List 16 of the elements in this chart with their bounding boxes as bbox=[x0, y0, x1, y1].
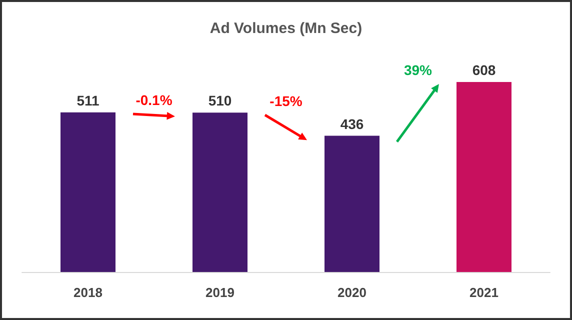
x-tick-label: 2020 bbox=[338, 285, 366, 300]
x-tick-label: 2018 bbox=[74, 285, 102, 300]
bar bbox=[324, 136, 380, 272]
text: 39% bbox=[404, 62, 432, 78]
data-label: 436 bbox=[340, 116, 364, 132]
data-label: 511 bbox=[76, 92, 100, 108]
x-tick-label: 2019 bbox=[206, 285, 234, 300]
bar bbox=[192, 112, 248, 272]
bar bbox=[60, 112, 116, 272]
annotation: -15% bbox=[270, 92, 302, 109]
annotation: -0.1% bbox=[136, 92, 172, 108]
chart-title: Ad Volumes (Mn Sec) bbox=[210, 20, 362, 37]
x-tick-label: 2021 bbox=[470, 285, 498, 300]
data-label: 608 bbox=[472, 62, 496, 78]
bar bbox=[456, 82, 512, 272]
data-label: 510 bbox=[208, 92, 232, 109]
